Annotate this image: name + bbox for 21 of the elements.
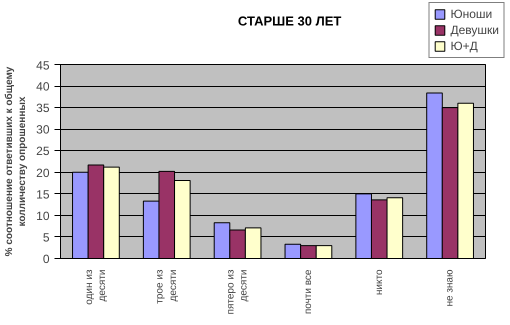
y-tick-label: 40: [36, 80, 50, 94]
chart-title: СТАРШЕ 30 ЛЕТ: [238, 14, 342, 29]
legend-label: Девушки: [450, 23, 499, 37]
legend-label: Юноши: [450, 7, 492, 21]
y-tick-label: 10: [36, 208, 50, 223]
x-tick-label: один из десяти: [84, 269, 108, 305]
x-tick-label: никто: [374, 269, 385, 296]
y-tick-label: 25: [36, 144, 50, 158]
y-tick-label: 30: [36, 122, 50, 137]
x-tick-label: не знаю: [444, 269, 456, 307]
y-tick-label: 35: [36, 101, 50, 116]
y-tick-label: 0: [42, 252, 50, 266]
y-axis-title: % соотношение ответивших к общему колличеству опрошенных: [4, 66, 28, 256]
x-tick-label: почти все: [302, 269, 314, 314]
legend-label: Ю+Д: [450, 39, 478, 53]
y-tick-label: 5: [42, 230, 50, 244]
x-tick-label: трое из десяти: [154, 269, 179, 304]
y-tick-label: 20: [36, 166, 50, 180]
y-tick-label: 45: [36, 58, 50, 72]
x-tick-label: пятеро из десяти: [225, 269, 250, 314]
y-tick-label: 15: [36, 187, 50, 202]
